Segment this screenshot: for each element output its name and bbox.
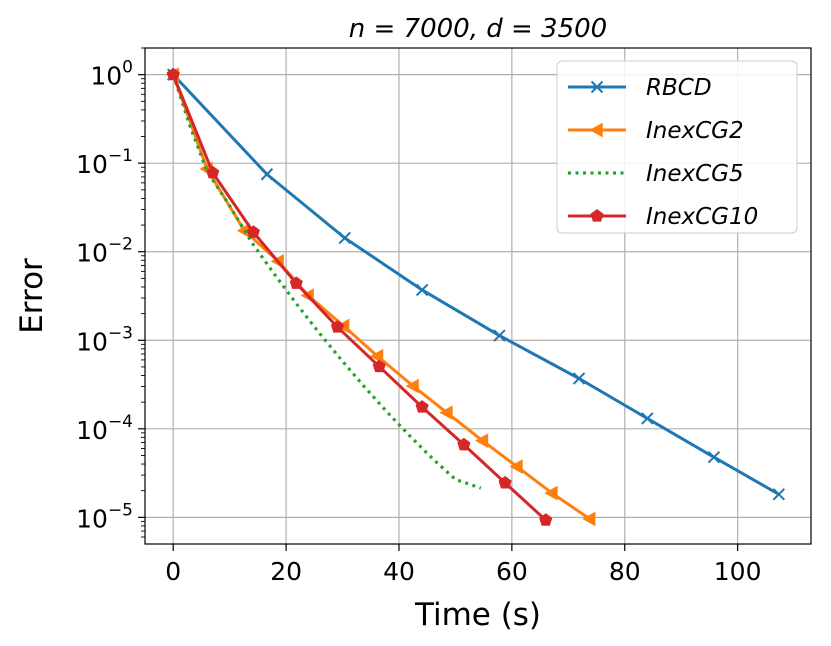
legend-label: InexCG2 [646,118,744,144]
data-point-inexcg2 [582,511,596,527]
x-tick-label: 60 [496,557,528,586]
legend-entries: RBCD InexCG2 InexCG5 InexCG10 [568,75,758,230]
data-point-rbcd [493,329,506,342]
legend-entry-rbcd: RBCD [568,75,712,101]
x-axis-ticks: 0 20 40 60 80 100 [165,544,761,586]
data-point-inexcg10 [289,276,303,289]
series-inexcg5 [171,74,482,490]
data-point-rbcd [641,412,654,425]
data-point-inexcg2 [405,378,419,394]
y-axis-minor-ticks [141,47,145,538]
legend-frame [556,60,798,234]
series-layer [165,67,786,527]
data-point-inexcg2 [370,348,384,364]
plot-frame [144,47,812,545]
chart-title: n = 7000, d = 3500 [349,14,607,44]
data-point-inexcg10 [539,513,553,526]
series-line-inexcg5 [171,74,482,490]
data-point-inexcg2 [509,459,523,474]
legend: RBCD InexCG2 InexCG5 InexCG10 [556,60,798,234]
legend-marker [589,122,603,138]
data-point-rbcd [260,168,274,181]
data-point-inexcg2 [474,433,489,449]
x-tick-label: 0 [165,557,181,586]
y-tick-label: 10−2 [76,235,133,268]
data-point-rbcd [772,488,786,501]
legend-label: InexCG5 [646,161,744,187]
x-tick-label: 20 [270,557,302,586]
data-point-inexcg10 [166,67,180,81]
legend-label: RBCD [646,75,712,101]
legend-marker [590,209,604,222]
data-point-inexcg2 [544,485,558,501]
x-axis-label: Time (s) [414,597,541,633]
y-axis-ticks: 100 10−1 10−2 10−3 10−4 10−5 [76,58,145,533]
legend-entry-inexcg2: InexCG2 [568,118,744,144]
y-tick-label: 100 [90,58,133,91]
data-point-inexcg2 [439,405,453,421]
legend-label: InexCG10 [646,204,758,230]
y-axis-label: Error [14,258,50,334]
y-tick-label: 10−4 [76,412,133,445]
data-point-inexcg10 [498,475,512,489]
data-point-rbcd [415,283,429,297]
data-point-inexcg10 [206,165,220,179]
data-point-inexcg10 [457,437,471,451]
legend-entry-inexcg5: InexCG5 [568,161,744,187]
data-point-inexcg10 [372,359,386,373]
x-tick-label: 80 [609,557,641,586]
x-tick-label: 100 [714,557,762,586]
y-tick-label: 10−3 [76,323,133,356]
data-point-inexcg10 [415,400,429,413]
x-tick-label: 40 [383,557,415,586]
data-point-rbcd [338,231,352,245]
data-point-inexcg10 [330,320,345,333]
data-point-rbcd [707,450,721,464]
series-inexcg10 [166,67,553,526]
y-tick-label: 10−5 [76,500,133,533]
data-point-inexcg10 [246,225,260,238]
legend-marker [590,80,604,94]
series-line-inexcg10 [171,74,547,522]
y-tick-label: 10−1 [76,146,133,179]
data-point-rbcd [572,372,586,385]
legend-entry-inexcg10: InexCG10 [568,204,758,230]
